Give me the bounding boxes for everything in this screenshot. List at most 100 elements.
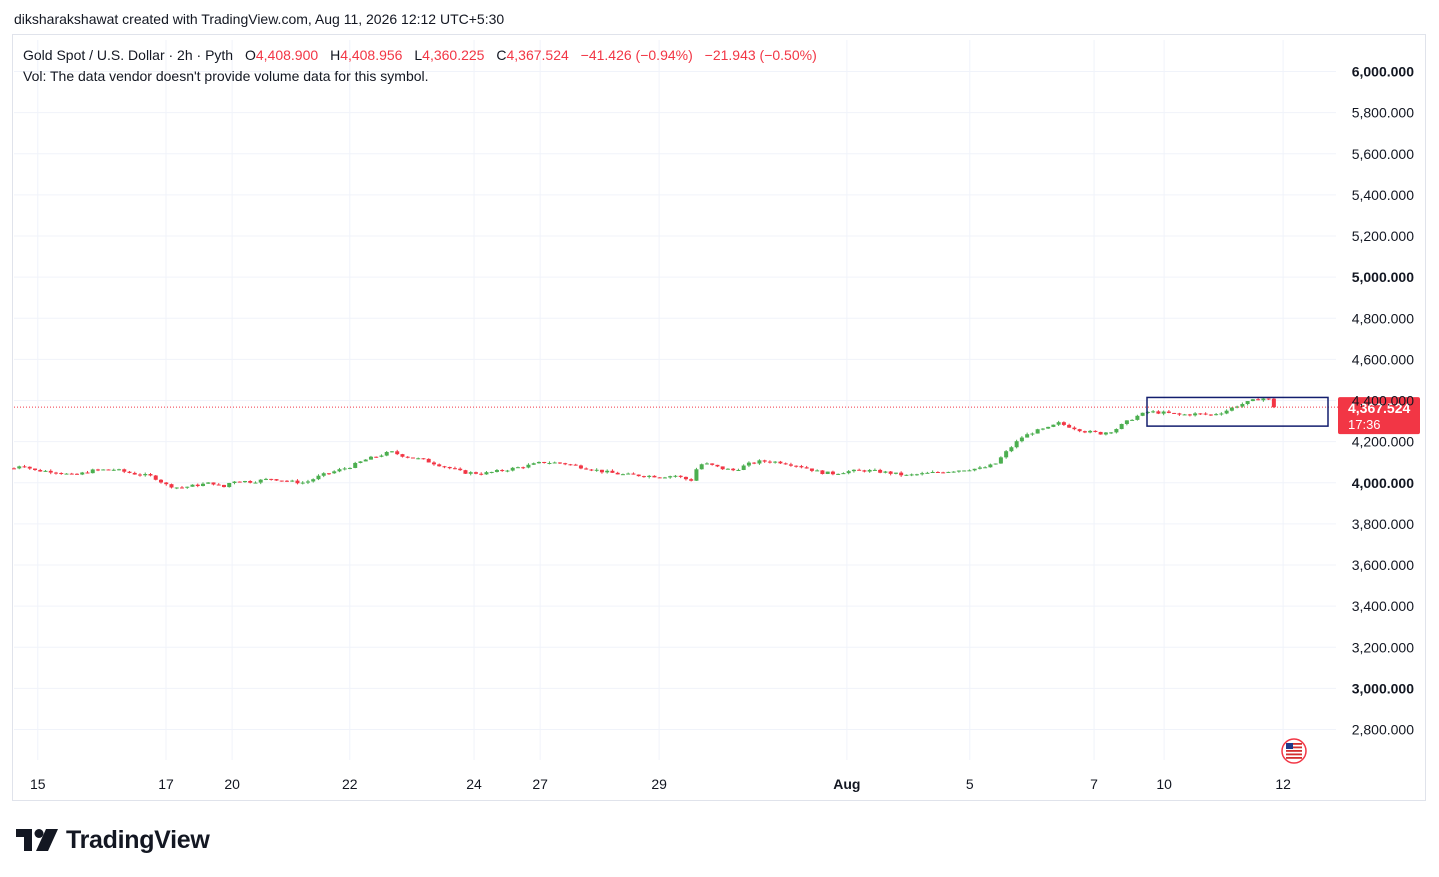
candle-body [59,473,64,475]
candle-body [762,460,767,462]
symbol-legend: Gold Spot / U.S. Dollar · 2h · Pyth O4,4… [23,45,817,87]
candle-body [32,468,37,471]
candle-body [269,478,274,480]
candle-body [452,468,457,470]
candle-body [568,464,573,466]
candle-body [342,468,347,470]
candle-body [809,468,814,471]
candle-body [972,468,977,471]
candle-body [914,474,919,476]
candle-body [437,464,442,467]
candle-body [43,470,48,472]
y-tick-label: 2,800.000 [1352,722,1414,738]
candle-body [1135,415,1140,420]
candle-body [1182,414,1187,416]
candle-body [395,451,400,455]
candle-body [557,462,562,464]
candle-body [1177,413,1182,415]
open-value: 4,408.900 [255,47,319,63]
flag-stripe [1286,743,1302,745]
y-tick-label: 5,000.000 [1352,269,1414,285]
candle-body [946,471,951,473]
logo-text: TradingView [66,825,210,854]
candle-body [69,473,74,475]
candle-body [216,484,221,486]
candle-body [830,471,835,475]
candle-body [1046,426,1051,429]
candle-body [731,468,736,471]
candle-body [169,484,174,488]
candle-body [1256,399,1261,401]
y-tick-label: 3,800.000 [1352,516,1414,532]
candle-body [1229,407,1234,411]
candle-body [332,471,337,474]
candle-body [998,457,1003,464]
high-label: H [330,47,341,63]
candle-body [1145,411,1150,413]
candle-body [589,469,594,471]
us-flag-icon[interactable] [1281,738,1307,764]
candle-body [190,484,195,487]
y-tick-label: 3,000.000 [1352,680,1414,696]
candle-body [909,474,914,476]
candle-body [295,480,300,484]
candle-body [22,466,27,468]
candle-body [825,471,830,475]
candle-body [941,472,946,474]
candle-body [1156,411,1161,414]
y-tick-label: 3,400.000 [1352,598,1414,614]
candle-body [836,473,841,475]
candle-body [542,461,547,463]
candle-body [311,479,316,482]
candlestick-series [12,397,1276,490]
candle-body [904,474,909,476]
candle-body [1035,429,1040,434]
candle-body [442,466,447,468]
candle-body [27,466,32,469]
candle-body [799,466,804,468]
candle-body [1103,432,1108,435]
candle-body [479,473,484,475]
candle-body [258,479,263,483]
candle-body [694,469,699,481]
candle-body [1130,419,1135,421]
ohlc-row: Gold Spot / U.S. Dollar · 2h · Pyth O4,4… [23,45,817,66]
candle-body [804,467,809,469]
candle-body [1203,413,1208,415]
grid-lines [14,40,1336,760]
change-value-2: −21.943 (−0.50%) [704,47,817,63]
candle-body [1082,431,1087,433]
candle-body [610,470,615,473]
candle-body [290,480,295,482]
highlight-rectangle[interactable] [1146,396,1329,427]
y-tick-label: 5,800.000 [1352,105,1414,121]
candle-body [951,471,956,473]
candle-body [1261,398,1266,401]
x-tick-label: 29 [651,776,667,792]
candle-body [720,466,725,470]
candle-body [647,475,652,477]
candle-body [526,464,531,468]
candle-body [683,476,688,480]
symbol-title[interactable]: Gold Spot / U.S. Dollar · 2h · Pyth [23,47,234,63]
tradingview-logo[interactable]: TradingView [16,824,210,856]
candle-body [164,482,169,485]
candle-body [1119,423,1124,430]
candle-body [116,469,121,471]
candle-body [956,470,961,472]
candle-body [657,477,662,479]
candle-body [815,470,820,472]
candle-body [227,482,232,488]
candle-body [668,476,673,478]
candle-body [410,457,415,459]
candle-body [878,469,883,473]
candle-body [1193,413,1198,416]
low-value: 4,360.225 [422,47,485,63]
candle-body [1266,398,1271,400]
candle-body [426,458,431,463]
x-tick-label: 24 [466,776,482,792]
x-tick-label: 7 [1090,776,1098,792]
candle-body [347,467,352,469]
candle-body [326,473,331,475]
